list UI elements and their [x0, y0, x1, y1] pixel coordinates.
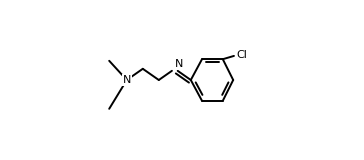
Text: Cl: Cl — [236, 50, 247, 60]
Text: N: N — [175, 59, 183, 69]
Text: N: N — [123, 75, 131, 85]
